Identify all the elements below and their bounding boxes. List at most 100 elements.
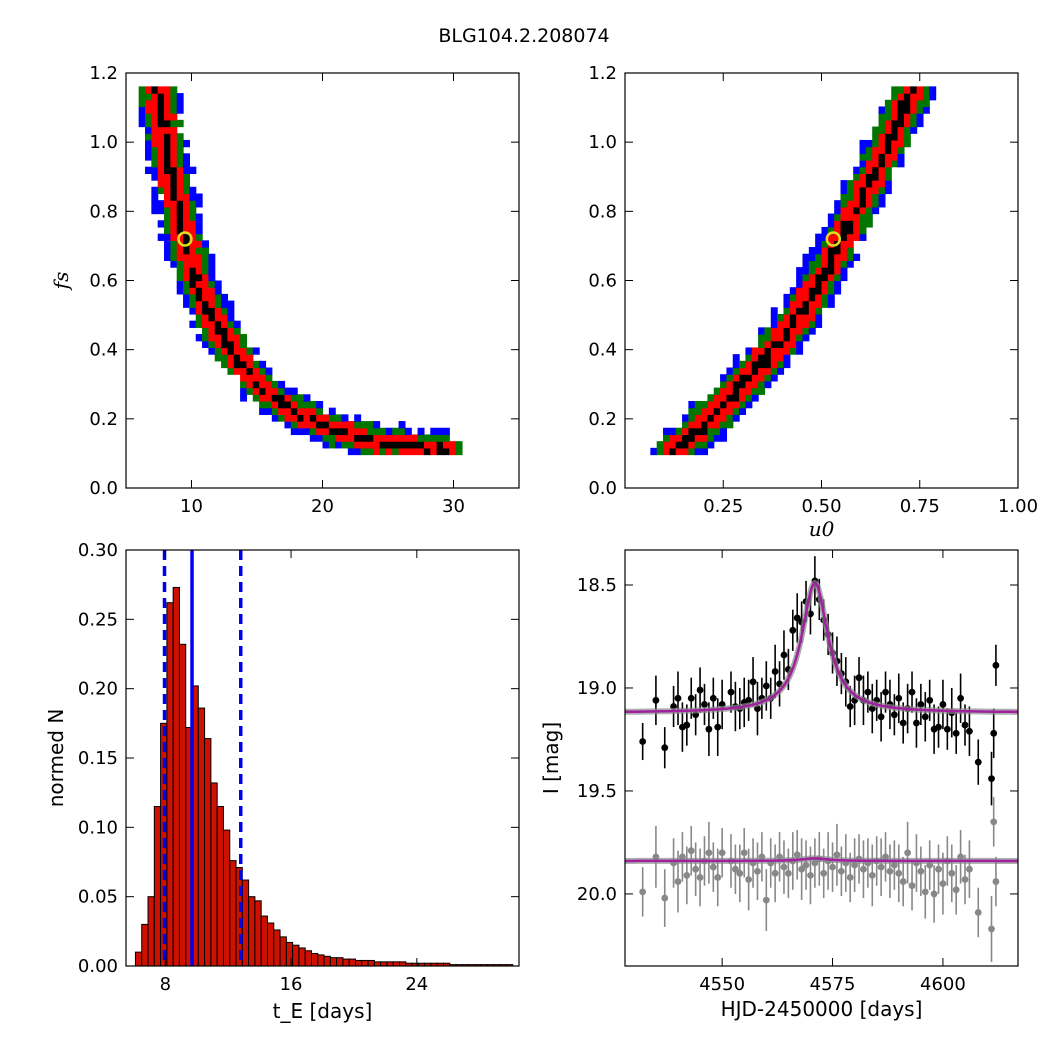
heatmap-cell [183,193,190,201]
heatmap-cell [157,153,165,161]
heatmap-cell [726,400,734,409]
heatmap-cell [815,287,823,295]
heatmap-cell [176,247,184,255]
heatmap-cell [903,86,911,94]
heatmap-cell [872,146,880,154]
heatmap-cell [309,407,317,415]
heatmap-cell [859,166,867,175]
heatmap-cell [783,360,791,369]
heatmap-cell [449,441,457,449]
heatmap-cell [297,394,305,402]
heatmap-cell [796,307,804,315]
heatmap-cell [682,434,689,442]
heatmap-cell [903,133,911,141]
heatmap-cell [170,153,178,161]
heatmap-cell [316,421,324,429]
heatmap-cell [170,200,178,208]
heatmap-cell [259,394,267,402]
heatmap-cell [379,434,387,442]
heatmap-cell [145,146,152,154]
heatmap-cell [878,193,886,201]
heatmap-cell [303,414,311,422]
heatmap-cell [195,220,203,228]
heatmap-cell [720,421,728,429]
heatmap-cell [189,247,197,255]
heatmap-cell [347,441,355,449]
y-axis-label: fs [49,272,73,292]
heatmap-cell [164,213,171,221]
heatmap-cell [713,414,721,422]
histogram-bar [329,957,338,967]
heatmap-cell [398,441,406,449]
data-point [793,851,801,859]
heatmap-cell [322,441,330,449]
heatmap-cell [176,260,184,268]
heatmap-cell [834,260,842,268]
heatmap-cell [404,434,412,442]
heatmap-cell [151,146,159,154]
heatmap-cell [157,99,165,108]
heatmap-cell [802,280,810,288]
heatmap-cell [164,220,171,228]
heatmap-cell [265,374,273,382]
heatmap-cell [789,287,797,295]
heatmap-cell [732,354,740,362]
heatmap-cell [195,280,203,288]
heatmap-cell [208,300,216,308]
data-point [789,626,797,634]
heatmap-cell [202,253,210,262]
heatmap-cell [859,213,867,221]
heatmap-cell [164,119,171,128]
heatmap-cell [145,106,152,114]
heatmap-cell [846,220,854,228]
heatmap-cell [202,287,210,295]
heatmap-cell [796,347,804,355]
heatmap-cell [335,421,343,429]
heatmap-cell [195,293,203,302]
heatmap-cell [808,280,816,288]
heatmap-cell [764,340,772,349]
heatmap-cell [189,206,197,215]
heatmap-cell [392,447,400,456]
data-point [745,876,753,883]
heatmap-cell [157,139,165,148]
histogram-bar [373,961,382,967]
heatmap-cell [252,380,260,389]
heatmap-cell [214,354,222,362]
heatmap-cell [827,287,835,295]
heatmap-cell [821,273,829,282]
heatmap-cell [770,320,778,328]
heatmap-cell [335,441,343,449]
heatmap-cell [758,380,766,389]
heatmap-cell [758,360,766,369]
heatmap-cell [202,247,210,255]
heatmap-cell [436,441,444,449]
heatmap-cell [846,233,854,241]
heatmap-cell [910,106,918,114]
heatmap-cell [240,354,248,362]
heatmap-cell [170,173,178,181]
heatmap-cell [878,139,886,148]
heatmap-cell [138,86,146,94]
heatmap-cell [815,253,823,262]
heatmap-cell [834,287,842,295]
x-tick-label: 4600 [920,974,966,995]
data-point [762,896,770,904]
heatmap-cell [246,354,254,362]
heatmap-cell [808,313,816,322]
heatmap-cell [227,320,235,328]
heatmap-cell [233,334,241,342]
heatmap-cell [164,200,171,208]
heatmap-cell [802,253,810,262]
heatmap-cell [745,387,753,395]
data-point [952,729,960,737]
heatmap-cell [713,421,721,429]
heatmap-cell [808,253,816,262]
heatmap-cell [335,414,343,422]
heatmap-cell [783,334,791,342]
heatmap-cell [827,293,835,302]
data-point [895,694,903,702]
heatmap-cell [707,421,715,429]
heatmap-cell [707,434,715,442]
data-point [745,696,753,704]
